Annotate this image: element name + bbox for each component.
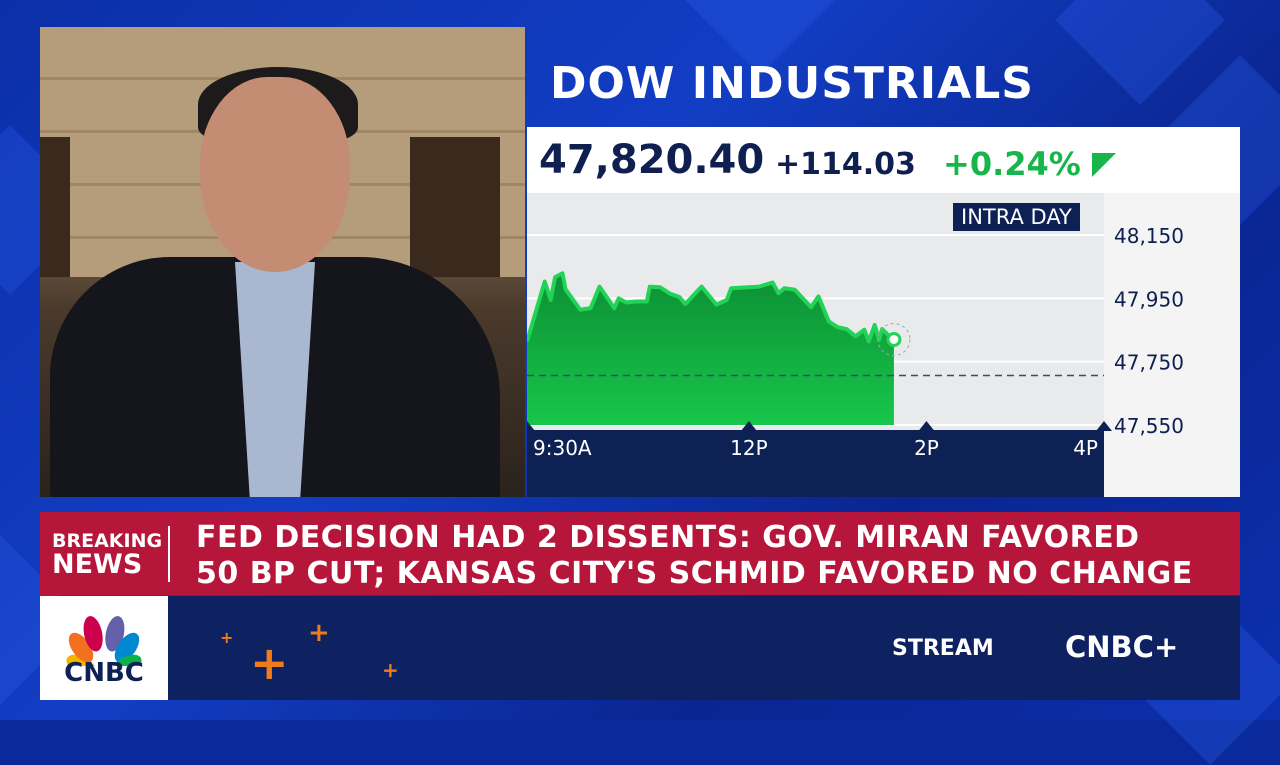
stream-label: STREAM (892, 636, 994, 661)
cnbc-plus-brand: CNBC+ (1065, 630, 1178, 664)
intraday-chart: 48,150 47,950 47,750 47,550 9:30A 12P 2P 4P (527, 193, 1240, 497)
net-change: +114.03 (775, 147, 916, 182)
headline: FED DECISION HAD 2 DISSENTS: GOV. MIRAN … (196, 520, 1193, 592)
breaking-news-label: BREAKING NEWS (52, 529, 162, 577)
cnbc-wordmark: CNBC (40, 658, 168, 688)
x-tick-label: 12P (730, 436, 768, 460)
y-tick-label: 47,550 (1114, 414, 1184, 438)
intraday-badge: INTRA DAY (953, 203, 1080, 231)
last-point-marker (888, 334, 900, 346)
percent-change: +0.24% (943, 145, 1081, 183)
x-tick-label: 9:30A (533, 436, 592, 460)
plus-icon: + (308, 618, 330, 648)
bottom-bar: CNBC + + + + STREAM CNBC+ (40, 596, 1240, 700)
y-tick-label: 48,150 (1114, 224, 1184, 248)
plus-icon: + (250, 636, 289, 690)
chart-svg: 48,150 47,950 47,750 47,550 9:30A 12P 2P 4P (527, 193, 1240, 497)
y-tick-label: 47,750 (1114, 351, 1184, 375)
news-label: NEWS (52, 553, 162, 577)
quote-bar: 47,820.40 +114.03 +0.24% (527, 127, 1240, 193)
x-tick-label: 4P (1073, 436, 1098, 460)
video-feed (40, 27, 525, 497)
peacock-icon (40, 606, 168, 666)
plus-icon: + (382, 658, 399, 682)
headline-line-1: FED DECISION HAD 2 DISSENTS: GOV. MIRAN … (196, 520, 1193, 556)
headline-line-2: 50 BP CUT; KANSAS CITY'S SCHMID FAVORED … (196, 556, 1193, 592)
plus-icon: + (220, 628, 233, 647)
x-tick-label: 2P (914, 436, 939, 460)
cnbc-logo: CNBC (40, 596, 168, 700)
x-axis-bar (527, 430, 1104, 497)
divider (168, 526, 170, 582)
breaking-news-ticker: BREAKING NEWS FED DECISION HAD 2 DISSENT… (40, 512, 1240, 595)
up-arrow-icon (1092, 153, 1116, 177)
y-tick-label: 47,950 (1114, 287, 1184, 311)
last-price: 47,820.40 (539, 137, 764, 183)
index-title: DOW INDUSTRIALS (550, 58, 1034, 109)
